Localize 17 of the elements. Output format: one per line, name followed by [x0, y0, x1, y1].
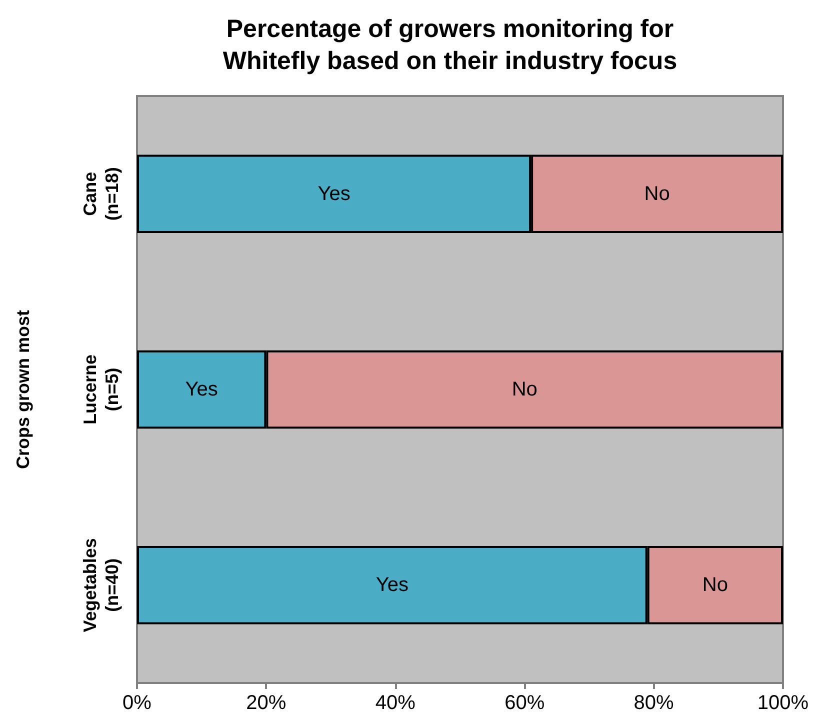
y-tick-label: Cane (n=18) [80, 167, 122, 221]
x-tick-label: 100% [757, 692, 809, 714]
x-tick-label: 40% [375, 692, 416, 714]
chart-title: Percentage of growers monitoring for Whitefly based on their industry focus [222, 15, 678, 75]
text: No [512, 378, 538, 400]
text: No [702, 574, 728, 596]
series-label: No [644, 182, 670, 205]
text: Yes [185, 378, 218, 400]
x-tick-label: 0% [122, 692, 152, 714]
text: Yes [376, 574, 408, 596]
y-tick-label: Lucerne (n=5) [80, 354, 122, 425]
y-tick-label: Vegetables (n=40) [80, 538, 122, 632]
x-tick-label: 80% [634, 692, 674, 714]
series-label: Yes [318, 182, 350, 205]
y-axis-title: Crops grown most [13, 310, 33, 470]
x-tick-label: 20% [246, 692, 286, 714]
x-tick-label: 60% [504, 692, 545, 714]
